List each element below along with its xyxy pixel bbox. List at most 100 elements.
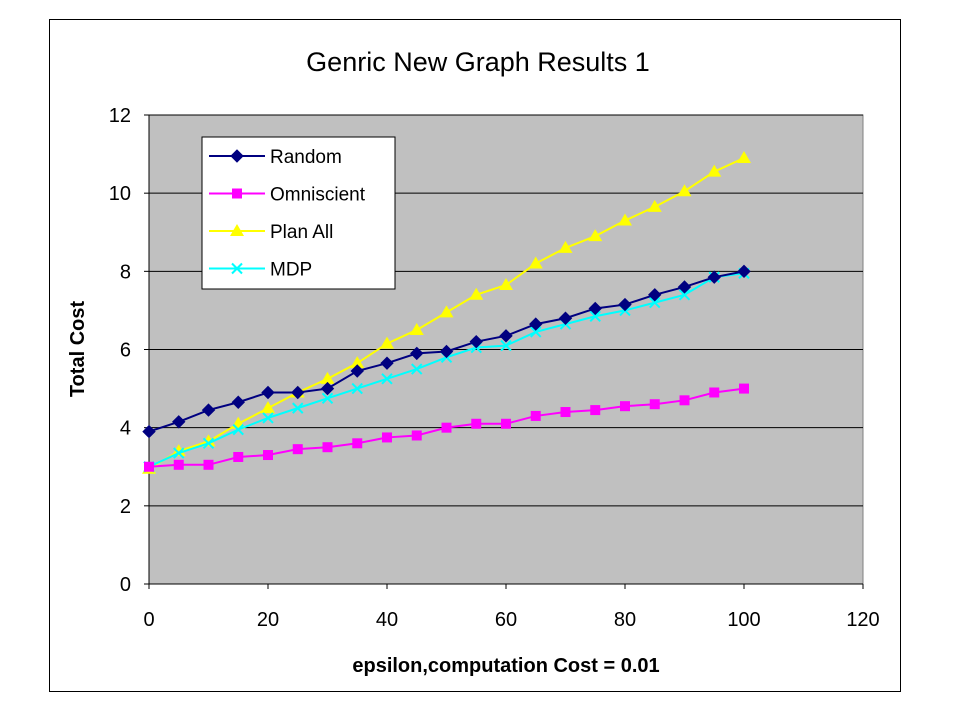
point-omniscient-0 <box>144 461 154 472</box>
point-plan-all-20 <box>261 401 275 414</box>
y-tick-label-6: 6 <box>120 340 131 362</box>
point-plan-all-60 <box>499 278 513 291</box>
point-mdp-85 <box>649 296 661 309</box>
point-random-75 <box>588 301 602 316</box>
point-omniscient-90 <box>679 395 690 406</box>
point-plan-all-40 <box>380 336 394 349</box>
point-random-20 <box>261 385 275 400</box>
point-omniscient-45 <box>411 430 422 441</box>
point-omniscient-15 <box>233 451 244 462</box>
point-mdp-60 <box>500 339 512 352</box>
legend-label-mdp: MDP <box>270 260 312 281</box>
x-tick-label-120: 120 <box>846 609 879 631</box>
legend-label-plan-all: Plan All <box>270 222 333 243</box>
point-mdp-65 <box>530 326 542 338</box>
y-tick-label-8: 8 <box>120 261 131 283</box>
series-omniscient <box>144 383 749 472</box>
point-plan-all-75 <box>588 229 603 242</box>
y-tick-label-10: 10 <box>109 183 131 205</box>
point-mdp-25 <box>292 402 304 414</box>
legend-box <box>201 136 396 290</box>
point-omniscient-25 <box>292 444 303 455</box>
point-random-0 <box>142 424 156 439</box>
point-random-35 <box>350 364 364 378</box>
y-tick-label-12: 12 <box>109 105 131 127</box>
point-random-100 <box>737 264 751 279</box>
point-plan-all-10 <box>201 434 216 447</box>
point-random-55 <box>469 334 483 349</box>
y-tick-label-2: 2 <box>120 496 131 518</box>
point-random-95 <box>707 270 721 284</box>
y-tick-label-0: 0 <box>120 574 131 596</box>
point-omniscient-60 <box>501 418 511 429</box>
point-plan-all-85 <box>647 199 662 212</box>
point-random-30 <box>320 381 335 396</box>
point-random-70 <box>558 311 573 325</box>
x-tick-label-40: 40 <box>376 609 398 631</box>
x-axis-label: epsilon,computation Cost = 0.01 <box>352 655 659 677</box>
point-omniscient-35 <box>352 438 363 449</box>
point-plan-all-100 <box>737 150 751 163</box>
point-plan-all-90 <box>677 184 692 197</box>
point-random-65 <box>529 317 543 331</box>
point-mdp-20 <box>262 412 274 424</box>
point-plan-all-95 <box>707 164 722 177</box>
x-tick-label-0: 0 <box>143 609 154 631</box>
legend-marker-random <box>230 149 244 163</box>
point-plan-all-50 <box>439 305 454 318</box>
point-plan-all-5 <box>171 444 186 457</box>
point-random-10 <box>201 403 216 417</box>
point-random-90 <box>677 280 692 294</box>
point-omniscient-80 <box>620 401 630 412</box>
point-mdp-10 <box>202 437 215 450</box>
point-mdp-15 <box>232 423 244 436</box>
series-layer <box>142 150 751 474</box>
point-random-25 <box>291 385 305 400</box>
point-omniscient-85 <box>649 399 660 410</box>
point-random-50 <box>439 344 454 359</box>
legend-marker-mdp <box>231 262 243 275</box>
point-omniscient-50 <box>441 422 452 433</box>
point-omniscient-20 <box>263 450 273 461</box>
point-mdp-35 <box>351 382 363 395</box>
y-axis-label: Total Cost <box>67 301 89 398</box>
point-mdp-40 <box>381 373 393 385</box>
legend-marker-plan-all <box>230 224 244 236</box>
point-mdp-5 <box>173 447 185 459</box>
point-mdp-30 <box>321 392 334 405</box>
point-random-60 <box>499 329 513 343</box>
point-omniscient-65 <box>530 410 541 421</box>
point-random-85 <box>648 288 662 302</box>
point-plan-all-70 <box>558 240 573 253</box>
x-tick-label-80: 80 <box>614 609 636 631</box>
point-plan-all-45 <box>409 322 424 335</box>
x-tick-label-100: 100 <box>727 609 760 631</box>
point-omniscient-55 <box>471 418 482 429</box>
chart-title: Genric New Graph Results 1 <box>306 47 650 77</box>
point-random-5 <box>172 415 186 429</box>
series-random <box>142 264 751 439</box>
point-plan-all-30 <box>320 371 335 384</box>
legend-label-random: Random <box>270 147 342 168</box>
point-omniscient-100 <box>739 383 749 394</box>
point-mdp-90 <box>678 289 691 301</box>
point-random-15 <box>231 395 245 409</box>
point-mdp-75 <box>589 310 601 322</box>
x-tick-label-20: 20 <box>257 609 279 631</box>
point-plan-all-65 <box>528 256 543 269</box>
point-omniscient-95 <box>709 387 720 398</box>
point-plan-all-55 <box>469 287 484 300</box>
point-random-40 <box>380 356 394 370</box>
legend-marker-omniscient <box>232 188 242 199</box>
point-omniscient-40 <box>382 432 392 443</box>
legend: Random Omniscient Plan All MDP <box>201 136 396 290</box>
point-plan-all-80 <box>618 213 632 226</box>
point-omniscient-5 <box>173 459 184 470</box>
point-plan-all-35 <box>350 356 365 369</box>
x-tick-label-60: 60 <box>495 609 517 631</box>
point-omniscient-75 <box>590 405 601 416</box>
point-random-80 <box>618 297 632 312</box>
point-omniscient-30 <box>322 442 333 453</box>
